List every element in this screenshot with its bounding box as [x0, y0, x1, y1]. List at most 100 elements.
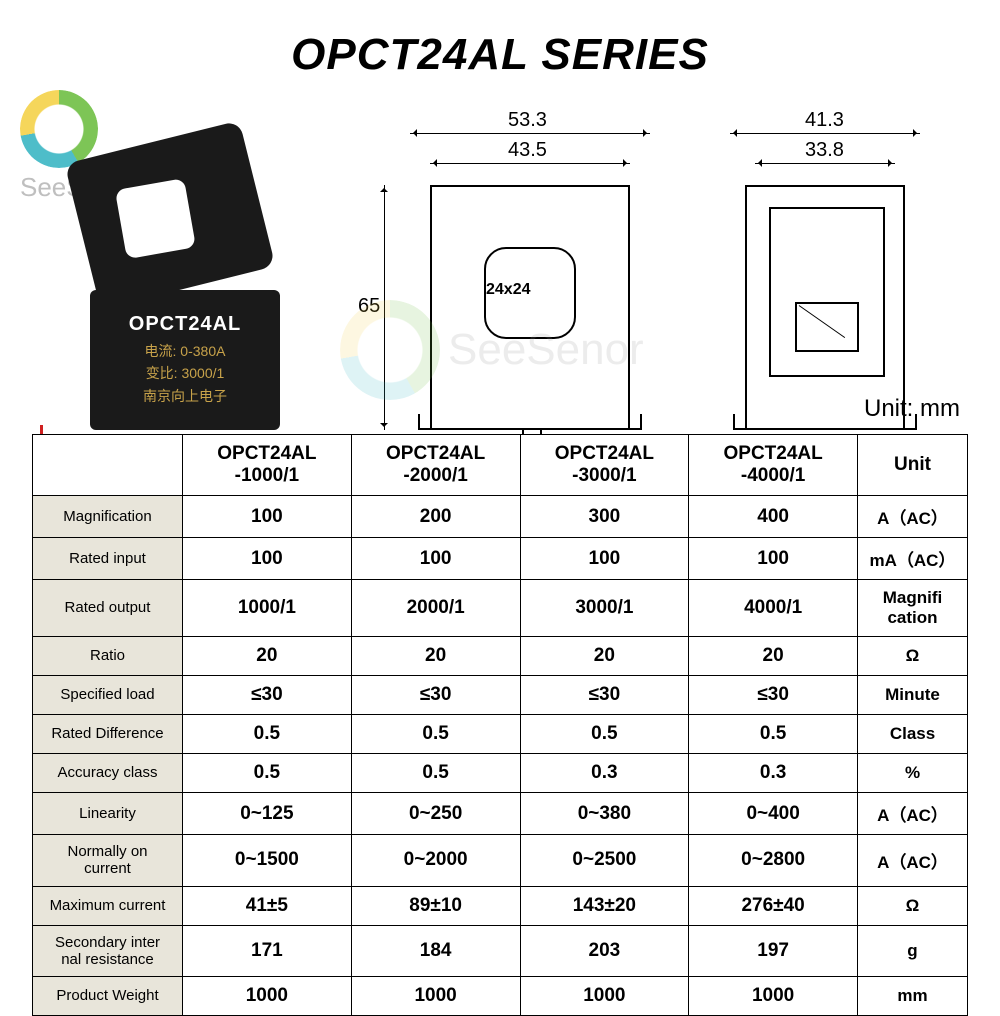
- table-row: Secondary inter nal resistance1711842031…: [33, 925, 968, 977]
- cell: 0.5: [520, 715, 689, 754]
- cell: 184: [351, 925, 520, 977]
- cell: 1000: [689, 977, 858, 1016]
- unit-cell: mA（AC）: [858, 538, 968, 580]
- cell: 0~2800: [689, 835, 858, 887]
- cell: 197: [689, 925, 858, 977]
- row-label: Ratio: [33, 637, 183, 676]
- product-photo: OPCT24AL 电流: 0-380A 变比: 3000/1 南京向上电子: [70, 140, 290, 440]
- row-label: Normally on current: [33, 835, 183, 887]
- cell: 0.5: [183, 715, 352, 754]
- table-header: OPCT24AL -2000/1: [351, 435, 520, 496]
- table-header: OPCT24AL -3000/1: [520, 435, 689, 496]
- unit-cell: A（AC）: [858, 793, 968, 835]
- unit-cell: %: [858, 754, 968, 793]
- cell: 0.5: [689, 715, 858, 754]
- unit-cell: mm: [858, 977, 968, 1016]
- cell: 100: [520, 538, 689, 580]
- dim-width-inner: 43.5: [508, 139, 547, 162]
- unit-cell: Magnifi cation: [858, 580, 968, 637]
- cell: 203: [520, 925, 689, 977]
- hero-area: SeeSenor OPCT24AL 电流: 0-380A 变比: 3000/1 …: [0, 80, 1000, 460]
- cell: 0~380: [520, 793, 689, 835]
- cell: 0~125: [183, 793, 352, 835]
- dim-hole: 24x24: [486, 281, 531, 299]
- cell: 89±10: [351, 886, 520, 925]
- dim-side-outer: 41.3: [805, 109, 844, 132]
- cell: 20: [689, 637, 858, 676]
- row-label: Specified load: [33, 676, 183, 715]
- cell: ≤30: [520, 676, 689, 715]
- row-label: Rated input: [33, 538, 183, 580]
- table-row: Rated Difference0.50.50.50.5Class: [33, 715, 968, 754]
- cell: 1000: [520, 977, 689, 1016]
- row-label: Magnification: [33, 496, 183, 538]
- cell: 100: [183, 538, 352, 580]
- cell: 0.3: [689, 754, 858, 793]
- page-title: OPCT24AL SERIES: [0, 0, 1000, 80]
- cell: 3000/1: [520, 580, 689, 637]
- table-row: Product Weight1000100010001000mm: [33, 977, 968, 1016]
- table-row: Maximum current41±589±10143±20276±40Ω: [33, 886, 968, 925]
- cell: 0~2500: [520, 835, 689, 887]
- cell: 0~2000: [351, 835, 520, 887]
- spec-table: OPCT24AL -1000/1OPCT24AL -2000/1OPCT24AL…: [32, 434, 968, 1016]
- cell: 0.5: [183, 754, 352, 793]
- cell: 100: [183, 496, 352, 538]
- table-row: Ratio20202020Ω: [33, 637, 968, 676]
- cell: 0~400: [689, 793, 858, 835]
- cell: 400: [689, 496, 858, 538]
- cell: 1000: [183, 977, 352, 1016]
- cell: 100: [689, 538, 858, 580]
- unit-cell: Class: [858, 715, 968, 754]
- cell: 1000: [351, 977, 520, 1016]
- row-label: Accuracy class: [33, 754, 183, 793]
- cell: ≤30: [351, 676, 520, 715]
- unit-cell: Minute: [858, 676, 968, 715]
- table-header: [33, 435, 183, 496]
- product-model: OPCT24AL: [90, 308, 280, 340]
- cell: 20: [351, 637, 520, 676]
- cell: ≤30: [183, 676, 352, 715]
- cell: 20: [520, 637, 689, 676]
- cell: 0.3: [520, 754, 689, 793]
- unit-cell: Ω: [858, 886, 968, 925]
- table-row: Linearity0~1250~2500~3800~400A（AC）: [33, 793, 968, 835]
- product-spec-line: 电流: 0-380A: [90, 340, 280, 362]
- table-row: Specified load≤30≤30≤30≤30Minute: [33, 676, 968, 715]
- table-row: Magnification100200300400A（AC）: [33, 496, 968, 538]
- cell: 300: [520, 496, 689, 538]
- unit-cell: A（AC）: [858, 496, 968, 538]
- cell: 0.5: [351, 754, 520, 793]
- product-spec-line: 变比: 3000/1: [90, 362, 280, 384]
- cell: 2000/1: [351, 580, 520, 637]
- cell: 276±40: [689, 886, 858, 925]
- cell: 20: [183, 637, 352, 676]
- table-row: Normally on current0~15000~20000~25000~2…: [33, 835, 968, 887]
- row-label: Rated output: [33, 580, 183, 637]
- cell: 41±5: [183, 886, 352, 925]
- table-row: Rated input100100100100mA（AC）: [33, 538, 968, 580]
- product-spec-line: 南京向上电子: [90, 385, 280, 407]
- watermark: SeeSenor: [340, 300, 644, 400]
- row-label: Maximum current: [33, 886, 183, 925]
- dimension-side-view: 41.3 33.8 S1: [700, 125, 950, 430]
- cell: 100: [351, 538, 520, 580]
- table-row: Rated output1000/12000/13000/14000/1Magn…: [33, 580, 968, 637]
- dim-side-inner: 33.8: [805, 139, 844, 162]
- cell: 1000/1: [183, 580, 352, 637]
- unit-cell: Ω: [858, 637, 968, 676]
- cell: 200: [351, 496, 520, 538]
- table-header: OPCT24AL -4000/1: [689, 435, 858, 496]
- unit-label: Unit: mm: [864, 395, 960, 423]
- table-header: Unit: [858, 435, 968, 496]
- cell: 4000/1: [689, 580, 858, 637]
- row-label: Secondary inter nal resistance: [33, 925, 183, 977]
- row-label: Rated Difference: [33, 715, 183, 754]
- unit-cell: A（AC）: [858, 835, 968, 887]
- cell: 143±20: [520, 886, 689, 925]
- cell: 0.5: [351, 715, 520, 754]
- cell: 171: [183, 925, 352, 977]
- cell: ≤30: [689, 676, 858, 715]
- table-row: Accuracy class0.50.50.30.3%: [33, 754, 968, 793]
- unit-cell: g: [858, 925, 968, 977]
